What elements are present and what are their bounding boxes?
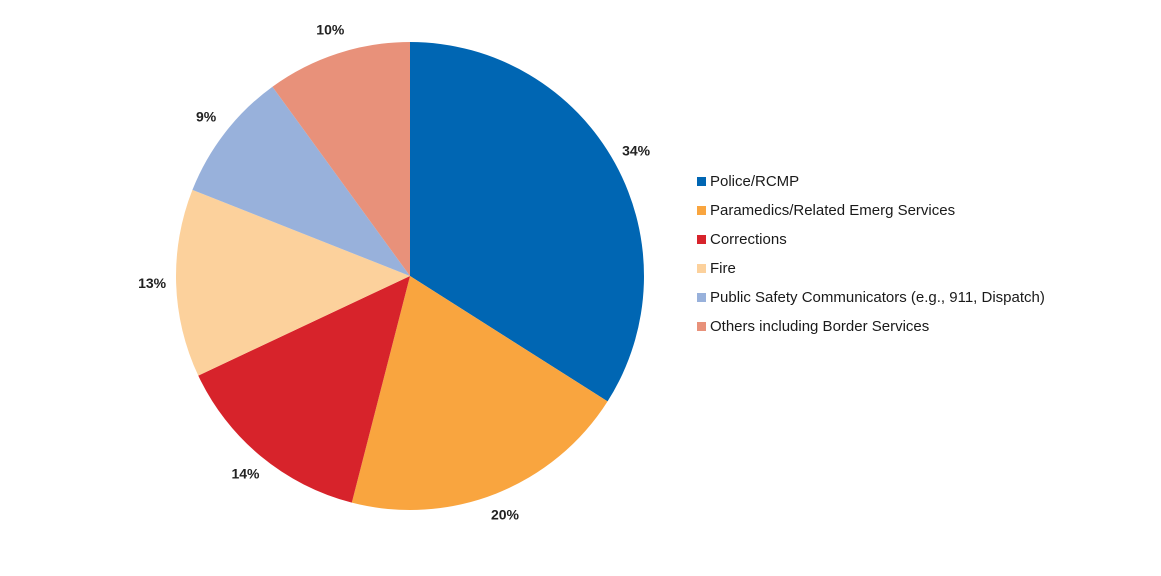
- legend-label: Police/RCMP: [710, 173, 800, 190]
- pie-slice-corrections: [198, 276, 410, 503]
- pie-slice-public-safety-communicators-e-g-911-dispatch: [192, 86, 410, 276]
- pie-slice-others-including-border-services: [272, 42, 410, 276]
- legend-item-others-including-border-services: Others including Border Services: [697, 312, 1045, 341]
- legend-label: Fire: [710, 260, 736, 277]
- pie-value-label: 9%: [196, 109, 217, 125]
- legend-swatch: [697, 177, 706, 186]
- pie-value-label: 10%: [316, 21, 345, 37]
- legend-swatch: [697, 293, 706, 302]
- pie-slice-paramedics-related-emerg-services: [351, 276, 608, 510]
- pie-slices: [175, 42, 644, 510]
- legend-swatch: [697, 264, 706, 273]
- legend-label: Paramedics/Related Emerg Services: [710, 202, 956, 219]
- chart-legend: Police/RCMP Paramedics/Related Emerg Serv…: [697, 167, 1045, 341]
- legend-label: Public Safety Communicators (e.g., 911, …: [710, 289, 1045, 306]
- pie-value-label: 20%: [491, 507, 520, 523]
- pie-slice-police-rcmp: [410, 42, 644, 402]
- legend-swatch: [697, 206, 706, 215]
- legend-item-corrections: Corrections: [697, 225, 1045, 254]
- legend-swatch: [697, 235, 706, 244]
- legend-item-police-rcmp: Police/RCMP: [697, 167, 1045, 196]
- legend-item-public-safety-communicators-e-g-911-dispatch: Public Safety Communicators (e.g., 911, …: [697, 283, 1045, 312]
- legend-item-fire: Fire: [697, 254, 1045, 283]
- pie-value-label: 14%: [231, 466, 260, 482]
- pie-value-label: 34%: [622, 142, 651, 158]
- legend-item-paramedics-related-emerg-services: Paramedics/Related Emerg Services: [697, 196, 1045, 225]
- pie-value-label: 13%: [138, 275, 167, 291]
- pie-value-labels: 34% 20% 14% 13% 9% 10%: [138, 21, 651, 522]
- legend-label: Corrections: [710, 231, 787, 248]
- legend-label: Others including Border Services: [710, 318, 930, 335]
- legend-swatch: [697, 322, 706, 331]
- pie-slice-fire: [175, 189, 410, 376]
